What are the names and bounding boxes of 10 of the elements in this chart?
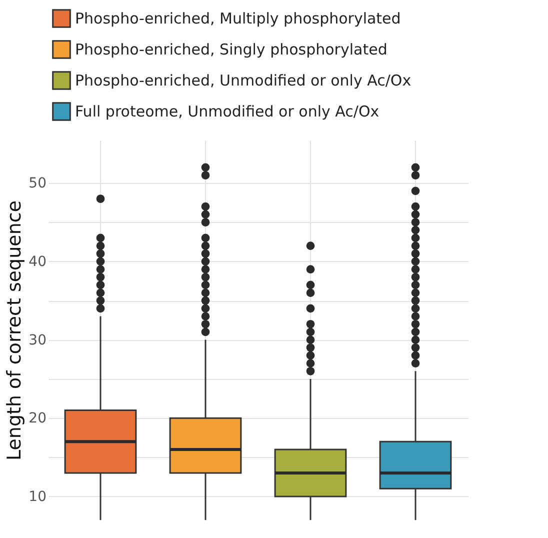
y-tick-label: 30 (28, 332, 46, 348)
legend-label: Full proteome, Unmodified or only Ac/Ox (75, 102, 380, 120)
y-tick-label: 10 (28, 488, 46, 505)
legend-label: Phospho-enriched, Unmodified or only Ac/Ox (75, 72, 412, 90)
y-tick-label: 40 (28, 254, 46, 270)
legend-label: Phospho-enriched, Multiply phosphorylated (75, 10, 401, 28)
y-axis-title: Length of correct sequence (4, 200, 26, 461)
y-tick-label: 50 (28, 176, 46, 192)
legend-label: Phospho-enriched, Singly phosphorylated (75, 40, 388, 58)
y-tick-label: 20 (28, 410, 46, 427)
